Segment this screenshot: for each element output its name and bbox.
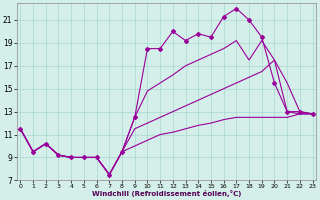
X-axis label: Windchill (Refroidissement éolien,°C): Windchill (Refroidissement éolien,°C)	[92, 190, 241, 197]
